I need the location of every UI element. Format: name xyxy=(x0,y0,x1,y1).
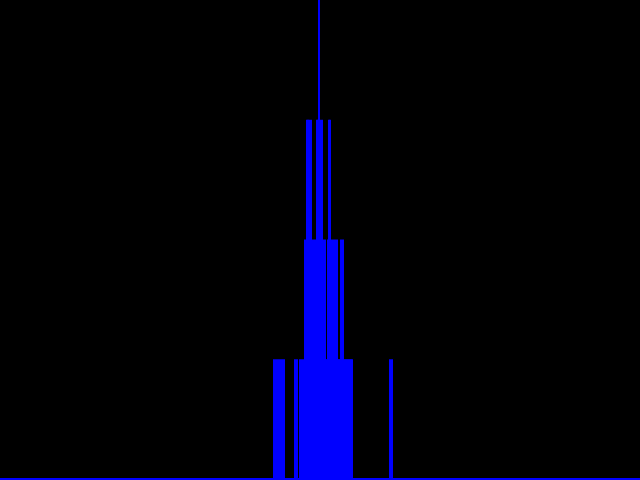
histogram-bar xyxy=(389,359,391,479)
histogram-bar xyxy=(294,359,296,479)
histogram-bar xyxy=(296,359,298,479)
histogram-bar xyxy=(351,359,353,479)
histogram-bar xyxy=(299,359,301,479)
histogram-bar xyxy=(275,359,277,479)
histogram-bar xyxy=(279,359,281,479)
histogram-bar xyxy=(281,359,283,479)
histogram-bar xyxy=(273,359,275,479)
histogram-bar xyxy=(391,359,393,479)
histogram-bar xyxy=(277,359,279,479)
histogram-bar xyxy=(283,359,285,479)
histogram-bar xyxy=(301,359,303,479)
